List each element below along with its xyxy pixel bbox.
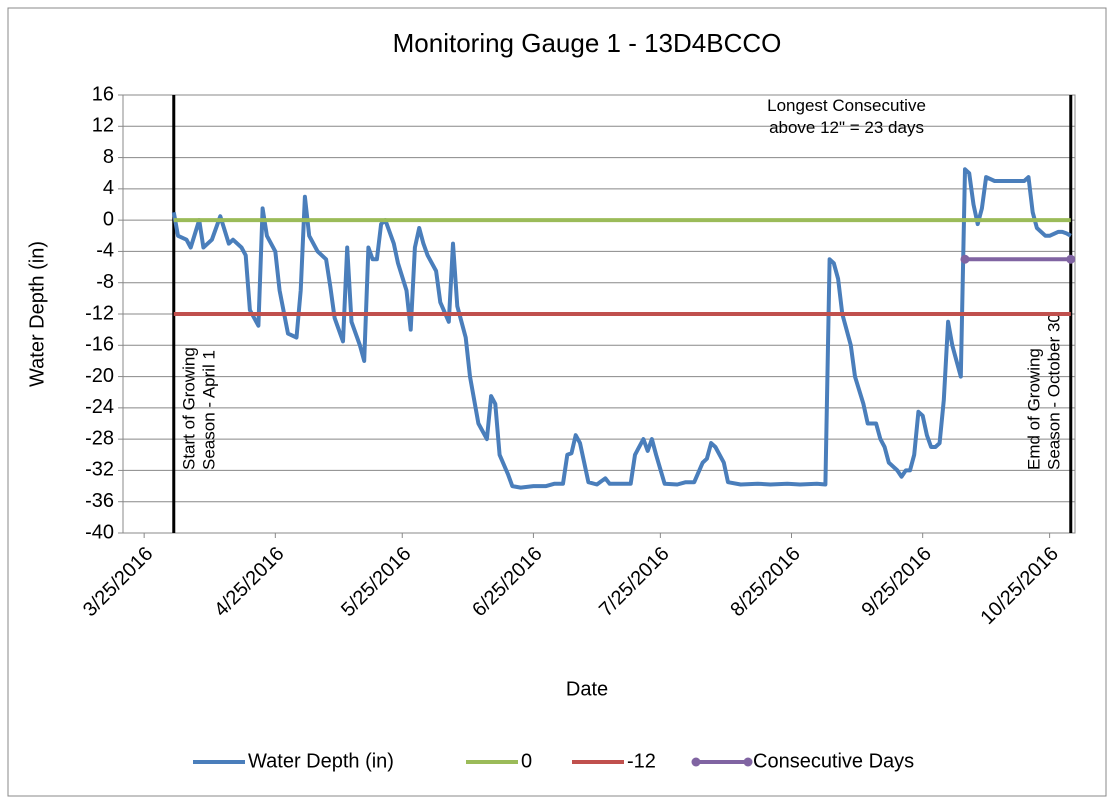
annotation: Longest Consecutive [767,96,926,115]
legend-label: -12 [627,750,656,772]
season-label: Emd of Growing [1024,348,1043,470]
y-tick-label: 0 [103,208,114,230]
y-tick-label: 16 [92,83,114,105]
y-tick-label: -36 [85,490,114,512]
annotation: above 12" = 23 days [769,118,924,137]
season-label: Season - October 30 [1044,313,1063,470]
chart-border [7,7,1107,797]
y-tick-label: -40 [85,521,114,543]
y-tick-label: -20 [85,365,114,387]
legend-marker [743,757,753,767]
legend-marker [691,757,701,767]
season-label: Start of Growing [179,347,198,470]
y-tick-label: -4 [96,240,114,262]
series-line [171,167,1072,490]
y-tick-label: -16 [85,334,114,356]
y-tick-label: -8 [96,271,114,293]
y-tick-label: 8 [103,146,114,168]
legend-label: Consecutive Days [753,750,914,772]
y-tick-label: 12 [92,115,114,137]
y-tick-label: -28 [85,427,114,449]
y-tick-label: -12 [85,302,114,324]
y-tick-label: -32 [85,459,114,481]
series-marker [1066,254,1076,264]
chart-title: Monitoring Gauge 1 - 13D4BCCO [393,28,782,58]
x-axis-title: Date [566,678,608,700]
y-tick-label: 4 [103,177,114,199]
legend-label: Water Depth (in) [248,750,394,772]
y-axis-title: Water Depth (in) [26,241,48,387]
y-tick-label: -24 [85,396,114,418]
series-marker [960,254,970,264]
legend-label: 0 [521,750,532,772]
season-label: Season - April 1 [199,350,218,470]
